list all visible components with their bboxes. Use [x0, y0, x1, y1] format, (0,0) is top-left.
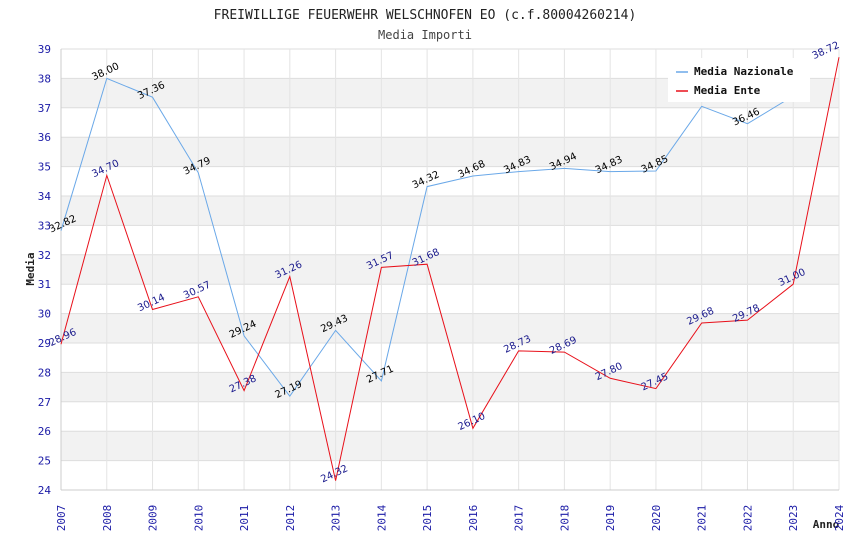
legend-label-nazionale: Media Nazionale	[694, 65, 794, 78]
legend: Media Nazionale Media Ente	[668, 58, 810, 102]
x-tick-label: 2014	[375, 504, 388, 531]
y-tick-label: 35	[38, 161, 51, 174]
data-label: 38.72	[811, 40, 842, 62]
x-tick-label: 2011	[238, 505, 251, 532]
x-tick-label: 2015	[421, 505, 434, 532]
grid-band	[61, 372, 839, 402]
x-tick-label: 2012	[284, 505, 297, 532]
x-tick-label: 2020	[650, 505, 663, 532]
y-axis-label: Media	[24, 252, 37, 285]
grid-band	[61, 137, 839, 167]
data-label: 24.32	[319, 463, 350, 485]
y-tick-label: 29	[38, 337, 51, 350]
grid-band	[61, 431, 839, 461]
y-tick-label: 26	[38, 425, 51, 438]
grid-band	[61, 313, 839, 343]
x-tick-label: 2022	[741, 505, 754, 532]
y-tick-label: 32	[38, 249, 51, 262]
x-tick-label: 2024	[833, 504, 846, 531]
series-lines	[60, 57, 840, 481]
x-tick-labels: 2007 2008 2009 2010 2011 2012 2013 2014 2015 2016…	[55, 504, 846, 531]
y-tick-label: 37	[38, 102, 51, 115]
chart-subtitle: Media Importi	[378, 28, 472, 42]
x-tick-label: 2019	[604, 505, 617, 532]
x-tick-label: 2009	[147, 505, 160, 532]
y-tick-label: 24	[38, 484, 52, 497]
y-tick-label: 33	[38, 219, 51, 232]
legend-box	[668, 58, 810, 102]
y-tick-label: 38	[38, 72, 51, 85]
y-tick-label: 25	[38, 455, 51, 468]
x-tick-label: 2018	[558, 505, 571, 532]
data-label: 36.46	[731, 106, 762, 128]
y-tick-label: 28	[38, 366, 51, 379]
x-axis-label: Anno	[813, 518, 840, 531]
y-tick-label: 31	[38, 278, 51, 291]
x-tick-label: 2021	[696, 505, 709, 532]
y-tick-label: 39	[38, 43, 51, 56]
grid-lines	[60, 48, 840, 491]
y-tick-label: 36	[38, 131, 51, 144]
x-tick-label: 2017	[513, 505, 526, 532]
line-media-nazionale	[60, 77, 794, 398]
data-label: 34.32	[411, 169, 442, 191]
line-media-ente	[60, 57, 840, 481]
data-label: 30.14	[136, 292, 167, 314]
x-tick-label: 2008	[101, 505, 114, 532]
y-tick-labels: 24 25 26 27 28 29 30 31 32 33 34 35 36 37 38 39	[38, 43, 52, 497]
x-tick-label: 2010	[192, 505, 205, 532]
grid-bands	[61, 78, 839, 461]
grid-band	[61, 196, 839, 226]
chart-title: FREIWILLIGE FEUERWEHR WELSCHNOFEN EO (c.…	[214, 8, 637, 23]
y-tick-label: 27	[38, 396, 51, 409]
data-label: 26.10	[457, 411, 488, 433]
x-tick-label: 2013	[330, 505, 343, 532]
x-tick-label: 2007	[55, 505, 68, 532]
x-tick-label: 2023	[787, 505, 800, 532]
legend-label-ente: Media Ente	[694, 84, 761, 97]
y-tick-label: 30	[38, 308, 51, 321]
x-tick-label: 2016	[467, 505, 480, 532]
grid-band	[61, 254, 839, 285]
y-tick-label: 34	[38, 190, 52, 203]
